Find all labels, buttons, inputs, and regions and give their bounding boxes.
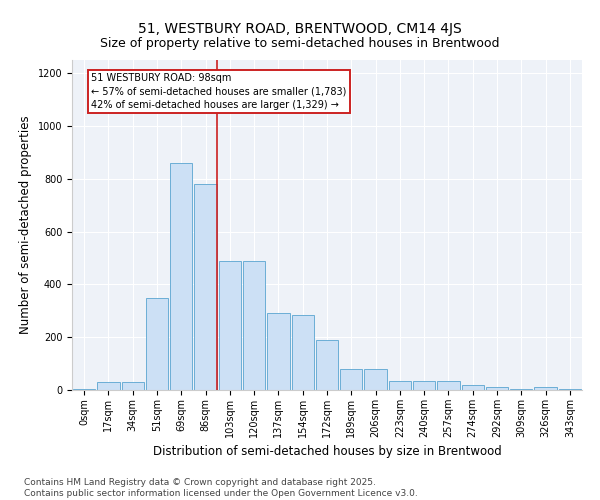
Bar bbox=[486, 388, 508, 390]
Bar bbox=[510, 388, 532, 390]
Bar bbox=[267, 314, 290, 390]
Bar bbox=[73, 388, 95, 390]
Bar bbox=[413, 381, 436, 390]
Bar bbox=[122, 382, 144, 390]
Bar bbox=[292, 315, 314, 390]
Text: Contains HM Land Registry data © Crown copyright and database right 2025.
Contai: Contains HM Land Registry data © Crown c… bbox=[24, 478, 418, 498]
Bar bbox=[389, 381, 411, 390]
Bar bbox=[340, 369, 362, 390]
Text: 51 WESTBURY ROAD: 98sqm
← 57% of semi-detached houses are smaller (1,783)
42% of: 51 WESTBURY ROAD: 98sqm ← 57% of semi-de… bbox=[91, 73, 347, 110]
Bar bbox=[535, 388, 557, 390]
Y-axis label: Number of semi-detached properties: Number of semi-detached properties bbox=[19, 116, 32, 334]
Text: 51, WESTBURY ROAD, BRENTWOOD, CM14 4JS: 51, WESTBURY ROAD, BRENTWOOD, CM14 4JS bbox=[138, 22, 462, 36]
Bar bbox=[364, 369, 387, 390]
Bar bbox=[559, 388, 581, 390]
Bar bbox=[316, 340, 338, 390]
Bar bbox=[243, 260, 265, 390]
Bar bbox=[146, 298, 168, 390]
Bar bbox=[170, 163, 193, 390]
Bar bbox=[461, 384, 484, 390]
Bar bbox=[218, 260, 241, 390]
Bar bbox=[194, 184, 217, 390]
X-axis label: Distribution of semi-detached houses by size in Brentwood: Distribution of semi-detached houses by … bbox=[152, 446, 502, 458]
Bar bbox=[437, 381, 460, 390]
Bar bbox=[97, 382, 119, 390]
Text: Size of property relative to semi-detached houses in Brentwood: Size of property relative to semi-detach… bbox=[100, 38, 500, 51]
